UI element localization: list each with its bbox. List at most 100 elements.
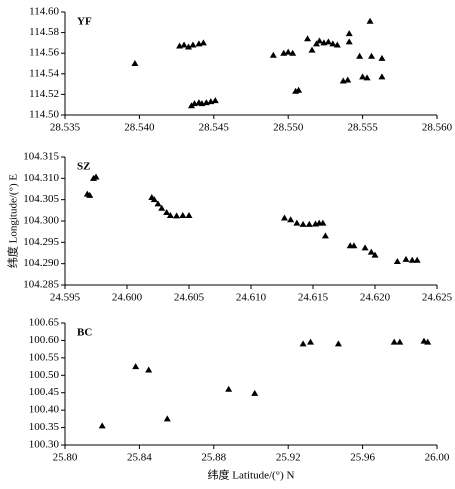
y-tick-label: 100.60 [29,334,60,346]
marker [98,422,106,429]
marker [92,173,100,180]
marker [329,40,337,47]
marker [173,212,181,219]
y-axis-label: 纬度 Longitude/(°) E [6,174,20,268]
x-tick-label: 25.80 [53,452,78,464]
x-tick-label: 25.96 [350,452,375,464]
marker [299,220,307,227]
marker [368,52,376,59]
marker [166,211,174,218]
y-tick-label: 100.65 [29,317,60,329]
x-tick-label: 28.560 [422,122,453,134]
marker [378,54,386,61]
marker [132,363,140,370]
x-tick-label: 28.555 [347,122,378,134]
y-tick-label: 114.60 [29,6,59,18]
marker [390,338,398,345]
marker [319,219,327,226]
x-tick-label: 28.550 [273,122,304,134]
y-tick-label: 100.55 [29,351,60,363]
marker [225,385,233,392]
marker [315,37,323,44]
marker [308,46,316,53]
marker [393,258,401,265]
panel-title: SZ [77,161,90,173]
marker [307,338,315,345]
y-tick-label: 100.30 [29,439,60,451]
x-tick-label: 24.615 [298,292,329,304]
y-tick-label: 100.35 [29,421,60,433]
marker [284,48,292,55]
marker [187,102,195,109]
marker [367,248,375,255]
marker [356,52,364,59]
x-tick-label: 28.545 [199,122,230,134]
marker [251,389,259,396]
y-tick-label: 104.300 [23,215,59,227]
marker [396,338,404,345]
marker [424,338,432,345]
y-tick-label: 104.310 [23,172,59,184]
marker [154,200,162,207]
marker [359,73,367,80]
x-tick-label: 25.84 [127,452,152,464]
marker [363,74,371,81]
marker [179,211,187,218]
marker [408,256,416,263]
marker [269,51,277,58]
x-tick-label: 26.00 [425,452,450,464]
y-tick-label: 114.56 [29,47,59,59]
marker [280,214,288,221]
x-tick-label: 24.600 [112,292,143,304]
y-tick-label: 104.285 [23,279,59,291]
x-tick-label: 24.605 [174,292,205,304]
y-tick-label: 100.40 [29,404,60,416]
marker [150,196,158,203]
y-tick-label: 100.50 [29,369,60,381]
marker [371,251,379,258]
marker [413,256,421,263]
panel-title: BC [77,327,92,339]
x-tick-label: 24.625 [422,292,453,304]
x-tick-label: 25.88 [201,452,226,464]
marker [158,204,166,211]
marker [295,86,303,93]
marker [185,211,193,218]
marker [345,30,353,37]
marker [304,35,312,42]
marker [185,43,193,50]
marker [402,255,410,262]
marker [344,76,352,83]
marker [86,191,94,198]
marker [293,219,301,226]
y-tick-label: 114.50 [29,109,59,121]
y-tick-label: 100.45 [29,386,60,398]
marker [199,39,207,46]
marker [299,340,307,347]
marker [345,38,353,45]
y-tick-label: 114.54 [29,67,59,79]
marker [312,40,320,47]
marker [163,415,171,422]
y-tick-label: 104.290 [23,257,59,269]
marker [334,340,342,347]
x-tick-label: 24.620 [360,292,391,304]
marker [333,41,341,48]
marker [145,366,153,373]
marker [163,208,171,215]
marker [180,41,188,48]
y-tick-label: 104.305 [23,193,59,205]
marker [324,38,332,45]
marker [350,242,358,249]
marker [189,41,197,48]
marker [366,17,374,24]
marker [378,73,386,80]
marker [321,232,329,239]
x-axis-label: 纬度 Latitude/(°) N [208,468,295,482]
x-tick-label: 28.535 [50,122,81,134]
y-tick-label: 114.52 [29,88,59,100]
panel-title: YF [77,16,92,28]
x-tick-label: 25.92 [276,452,301,464]
marker [361,244,369,251]
